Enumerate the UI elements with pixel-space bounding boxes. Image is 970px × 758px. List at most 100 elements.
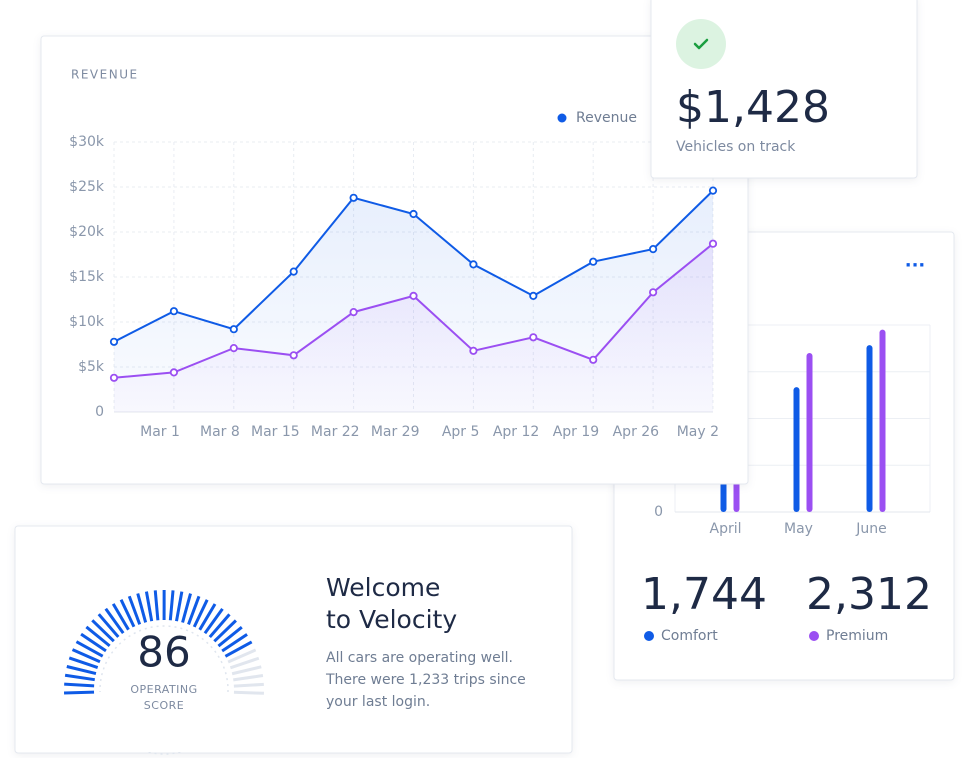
legend-swatch bbox=[557, 113, 567, 123]
gauge-label: OPERATING bbox=[130, 683, 197, 696]
x-tick-label: Apr 5 bbox=[442, 424, 480, 440]
gauge-tick-active bbox=[187, 595, 201, 625]
gauge-tick-active bbox=[64, 673, 95, 682]
gauge-tick bbox=[233, 690, 264, 695]
welcome-body: All cars are operating well. bbox=[326, 650, 513, 666]
welcome-body: There were 1,233 trips since bbox=[325, 672, 526, 688]
point bbox=[229, 325, 238, 334]
x-tick-label: Apr 26 bbox=[613, 424, 660, 440]
point bbox=[529, 291, 538, 300]
check-icon bbox=[693, 38, 709, 50]
gauge-mask bbox=[60, 692, 270, 752]
gauge-tick-active bbox=[119, 599, 136, 628]
y-tick-label: 0 bbox=[95, 404, 104, 420]
y-tick-label: $20k bbox=[69, 224, 105, 240]
gauge-tick bbox=[233, 674, 264, 682]
check-badge bbox=[676, 19, 726, 69]
point bbox=[349, 193, 358, 202]
area bbox=[114, 243, 713, 412]
gauge-tick bbox=[233, 682, 264, 688]
stat-value: $1,428 bbox=[676, 82, 830, 133]
gauge-tick bbox=[229, 656, 260, 670]
gauge-tick-active bbox=[80, 632, 107, 653]
gauge-tick-active bbox=[153, 590, 160, 621]
series-total: 1,744 bbox=[641, 569, 767, 620]
x-tick-label: Mar 29 bbox=[371, 424, 420, 440]
gauge-tick-active bbox=[66, 665, 97, 676]
gauge-tick-active bbox=[208, 613, 231, 639]
point bbox=[648, 288, 658, 297]
gauge-tick-active bbox=[127, 595, 142, 625]
x-tick-label: Apr 12 bbox=[493, 424, 539, 440]
y-tick-label: $15k bbox=[69, 269, 105, 285]
gauge-tick-active bbox=[111, 603, 130, 631]
point bbox=[289, 267, 298, 276]
x-tick-label: Apr 19 bbox=[553, 424, 599, 440]
point bbox=[708, 186, 718, 195]
series-total: 2,312 bbox=[806, 569, 932, 620]
y-tick-label: $5k bbox=[78, 359, 105, 375]
point bbox=[169, 307, 178, 316]
x-tick-label: June bbox=[855, 521, 887, 537]
gauge-tick-active bbox=[75, 640, 104, 658]
x-tick-label: April bbox=[710, 521, 742, 537]
legend-label: Comfort bbox=[661, 628, 718, 644]
gauge-tick-active bbox=[221, 633, 248, 653]
legend-swatch bbox=[644, 631, 654, 641]
bar bbox=[866, 345, 873, 512]
point bbox=[229, 343, 238, 353]
gauge-tick-active bbox=[71, 648, 101, 664]
gauge-tick bbox=[231, 665, 262, 676]
x-tick-label: Mar 22 bbox=[311, 424, 360, 440]
stat-caption: Vehicles on track bbox=[676, 139, 796, 155]
gauge-value: 86 bbox=[137, 628, 190, 677]
point bbox=[109, 337, 119, 346]
y-tick-label: $10k bbox=[69, 314, 105, 330]
gauge-tick-active bbox=[217, 626, 243, 648]
bar bbox=[793, 387, 800, 512]
welcome-body: your last login. bbox=[326, 694, 430, 710]
gauge-tick-active bbox=[85, 625, 111, 648]
y-tick-label: $30k bbox=[69, 134, 105, 150]
gauge-tick-active bbox=[68, 656, 99, 669]
legend-label: Premium bbox=[826, 628, 888, 644]
gauge-tick-active bbox=[192, 599, 209, 628]
revenue-card: REVENUE 0 $5k $10k $15k $20k $25k $30k Mar 1 Mar… bbox=[40, 35, 749, 485]
bar bbox=[879, 329, 886, 512]
point bbox=[469, 260, 478, 269]
x-tick-label: Mar 15 bbox=[251, 424, 300, 440]
y-tick-label: 0 bbox=[654, 504, 663, 520]
gauge-tick-active bbox=[198, 603, 217, 631]
gauge-tick-active bbox=[97, 613, 120, 638]
point bbox=[708, 239, 718, 248]
point bbox=[648, 245, 658, 254]
point bbox=[169, 368, 178, 377]
menu-dots[interactable]: ··· bbox=[905, 255, 926, 276]
point bbox=[469, 346, 478, 355]
gauge-inner-ring bbox=[99, 625, 229, 755]
gauge-tick-active bbox=[64, 690, 95, 695]
point bbox=[109, 373, 119, 382]
x-tick-label: May 2 bbox=[677, 424, 719, 440]
point bbox=[589, 257, 598, 266]
gauge-tick-active bbox=[213, 619, 237, 643]
point bbox=[349, 307, 358, 317]
gauge-tick-active bbox=[175, 591, 184, 622]
gauge-tick-active bbox=[64, 682, 95, 688]
point bbox=[529, 333, 538, 342]
welcome-title: Welcome bbox=[326, 573, 440, 602]
gauge-tick-active bbox=[91, 619, 115, 643]
welcome-card: 86 OPERATING SCORE Welcome to Velocity A… bbox=[14, 525, 573, 755]
point bbox=[589, 355, 598, 364]
gauge-tick bbox=[227, 648, 257, 664]
legend-swatch bbox=[809, 631, 819, 641]
x-tick-label: Mar 8 bbox=[200, 424, 240, 440]
gauge-tick-active bbox=[168, 590, 175, 621]
welcome-title: to Velocity bbox=[326, 605, 457, 634]
legend-label: Revenue bbox=[576, 110, 637, 126]
gauge-tick-active bbox=[224, 640, 253, 658]
gauge-tick-active bbox=[203, 607, 224, 635]
point bbox=[289, 351, 298, 360]
